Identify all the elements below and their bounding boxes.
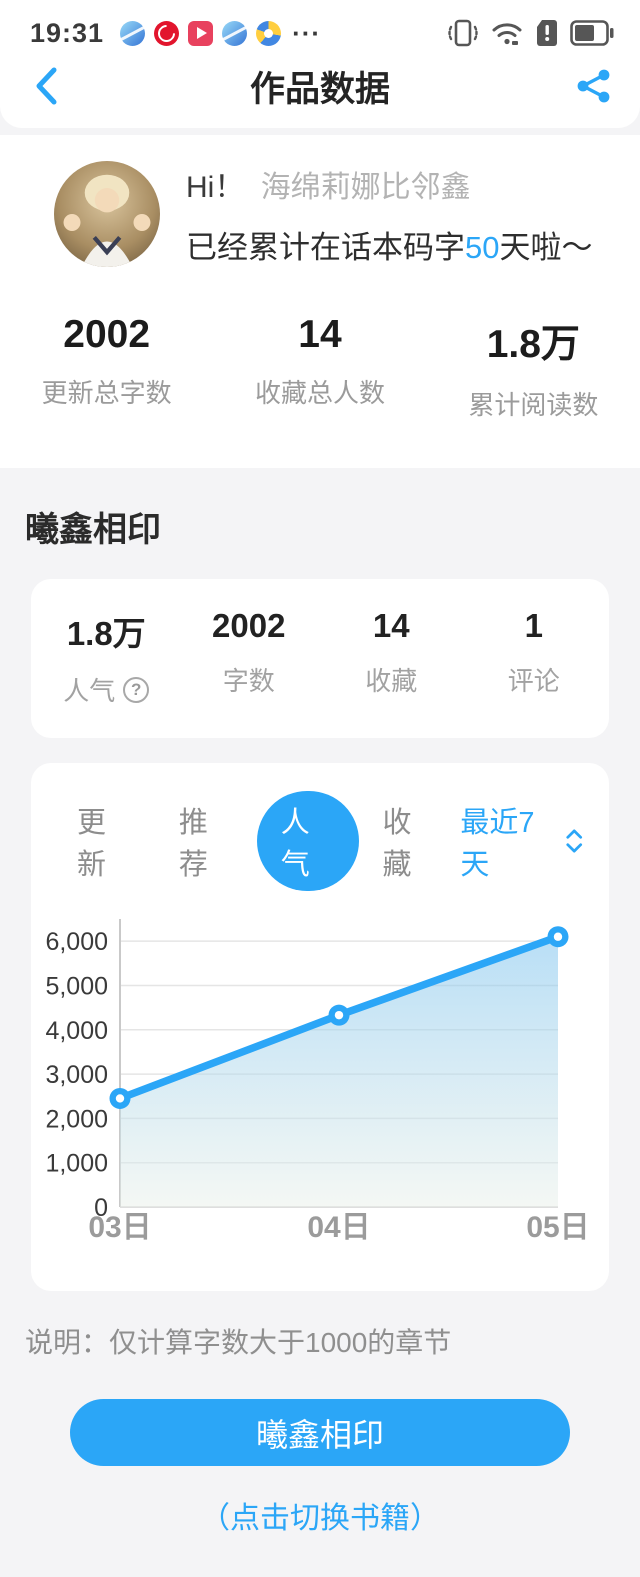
- popularity-chart: 0 1,000 2,000 3,000 4,000 5,000 6,000 03日 04日 05日: [31, 915, 609, 1265]
- page-title: 作品数据: [249, 69, 390, 109]
- writing-days-line: 已经累计在话本码字50天啦～: [186, 229, 593, 265]
- greeting-line: Hi！ 海绵莉娜比邻鑫: [186, 162, 592, 206]
- avatar: [54, 161, 160, 267]
- svg-text:03日: 03日: [88, 1211, 151, 1244]
- clock: 19:31: [30, 17, 105, 48]
- swirl-app-icon: [256, 20, 282, 46]
- chart-card: 更新 推荐 人气 收藏 最近7天 0 1,000 2,000 3,000 4,000 5,…: [31, 763, 609, 1291]
- tab-favorites[interactable]: 收藏: [382, 807, 412, 881]
- period-selector[interactable]: 最近7天: [460, 799, 583, 883]
- book-stats-card: 1.8万 人气? 2002 字数 14 收藏 1 评论: [31, 579, 609, 738]
- stat-total-reads: 1.8万 累计阅读数: [468, 323, 599, 420]
- chart-note: 说明：仅计算字数大于1000的章节: [25, 1327, 452, 1358]
- tab-updates[interactable]: 更新: [77, 807, 107, 881]
- vibrate-icon: [448, 19, 478, 47]
- svg-text:4,000: 4,000: [45, 1017, 108, 1045]
- stat-total-words: 2002 更新总字数: [41, 313, 172, 408]
- book-stat-words: 2002 字数: [212, 607, 286, 696]
- svg-text:05日: 05日: [526, 1211, 589, 1244]
- line-chart: 0 1,000 2,000 3,000 4,000 5,000 6,000 03日 04日 05日: [45, 919, 590, 1244]
- avatar-photo: [54, 161, 160, 267]
- days-count: 50: [465, 229, 500, 265]
- nav-bar: 作品数据: [0, 50, 640, 122]
- status-bar: 19:31 ···: [0, 0, 640, 50]
- video-app-icon: [188, 20, 214, 46]
- svg-text:1,000: 1,000: [45, 1150, 108, 1178]
- stat-total-favorites: 14 收藏总人数: [254, 313, 385, 408]
- book-stat-popularity: 1.8万 人气?: [35, 607, 178, 708]
- sim-alert-icon: [537, 20, 557, 46]
- nickname: 海绵莉娜比邻鑫: [260, 170, 471, 204]
- battery-icon: [570, 20, 614, 46]
- wifi-icon: [492, 23, 522, 45]
- book-switch-button[interactable]: 曦鑫相印: [70, 1399, 570, 1466]
- svg-text:2,000: 2,000: [45, 1105, 108, 1133]
- svg-text:6,000: 6,000: [45, 928, 108, 956]
- profile-section: Hi！ 海绵莉娜比邻鑫 已经累计在话本码字50天啦～ 2002 更新总字数 14…: [0, 135, 640, 468]
- tab-recommend[interactable]: 推荐: [178, 807, 208, 881]
- planet-app-icon: [222, 20, 248, 46]
- notification-icons: ···: [120, 18, 322, 48]
- system-status-icons: [446, 17, 614, 49]
- updown-chevron-icon: [565, 829, 582, 853]
- share-icon: [577, 69, 610, 103]
- svg-text:04日: 04日: [307, 1211, 370, 1244]
- back-button[interactable]: [24, 64, 68, 108]
- more-notifications-icon: ···: [292, 18, 322, 48]
- back-chevron-icon: [36, 67, 57, 105]
- header-card: 19:31 ···: [0, 0, 640, 128]
- svg-text:0: 0: [94, 1194, 108, 1222]
- book-section: 曦鑫相印 1.8万 人气? 2002 字数 14 收藏 1 评论 更新 推荐 人…: [0, 468, 640, 1577]
- overview-stats: 2002 更新总字数 14 收藏总人数 1.8万 累计阅读数: [0, 313, 640, 422]
- music-app-icon: [154, 20, 180, 46]
- help-icon[interactable]: ?: [123, 676, 150, 703]
- svg-text:3,000: 3,000: [45, 1061, 108, 1089]
- switch-book-hint[interactable]: （点击切换书籍）: [200, 1502, 440, 1535]
- book-stat-comments: 1 评论: [507, 607, 560, 696]
- greeting: Hi！: [186, 170, 245, 204]
- chart-tabs: 更新 推荐 人气 收藏 最近7天: [31, 791, 609, 891]
- tab-popularity[interactable]: 人气: [256, 791, 359, 891]
- svg-text:5,000: 5,000: [45, 972, 108, 1000]
- planet-app-icon: [120, 20, 146, 46]
- book-stat-favorites: 14 收藏: [365, 607, 418, 696]
- share-button[interactable]: [572, 64, 616, 108]
- book-title: 曦鑫相印: [25, 511, 161, 549]
